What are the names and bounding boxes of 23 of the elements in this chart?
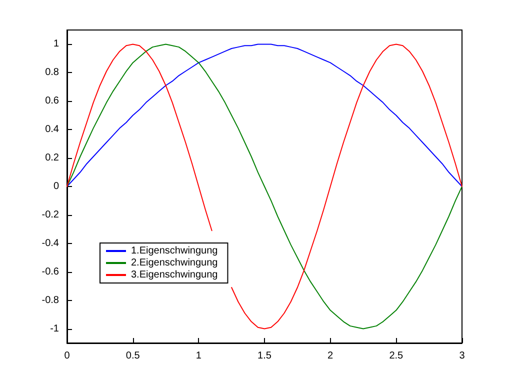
x-tick-label: 1 <box>196 350 202 362</box>
y-tick-label: 0.4 <box>45 124 60 136</box>
y-tick-label: -1 <box>50 323 60 334</box>
y-tick-label: -0.4 <box>42 238 60 249</box>
x-tick-label: 0.5 <box>126 350 140 362</box>
y-tick-label: -0.2 <box>42 209 60 220</box>
x-tick-label: 2 <box>328 350 334 362</box>
x-tick-label: 1.5 <box>258 350 272 362</box>
line-series <box>66 44 462 187</box>
x-tick-label: 0 <box>64 350 70 362</box>
y-tick-label: -0.6 <box>42 266 60 278</box>
y-tick-label: 1 <box>53 38 60 50</box>
x-tick-label: 3 <box>459 350 466 362</box>
line-series <box>66 44 462 330</box>
y-tick-label: -0.8 <box>42 294 60 306</box>
legend-label: 3.Eigenschwingung <box>131 270 218 280</box>
y-tick-label: 0.2 <box>45 152 60 164</box>
legend-label: 2.Eigenschwingung <box>131 258 218 268</box>
y-tick-label: 0.8 <box>45 67 60 78</box>
x-tick-label: 2.5 <box>389 350 404 362</box>
y-tick-label: 0 <box>53 181 60 192</box>
y-tick-label: 0.6 <box>45 96 60 107</box>
legend-label: 1.Eigenschwingung <box>131 246 218 256</box>
